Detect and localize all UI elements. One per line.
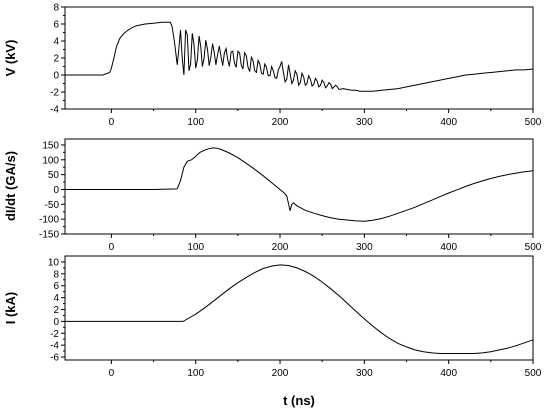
current-y-tick-label: 6: [53, 281, 59, 292]
voltage-y-tick-label: 4: [53, 37, 59, 48]
voltage-y-axis-label: V (kV): [3, 40, 18, 77]
didt-y-tick-label: -50: [45, 200, 60, 211]
current-x-tick-label: 300: [356, 368, 373, 379]
current-trace: [65, 264, 534, 354]
didt-y-axis-label: dI/dt (GA/s): [3, 151, 18, 221]
voltage-y-tick-label: 8: [53, 3, 59, 14]
voltage-trace: [65, 21, 534, 92]
current-y-axis-label: I (kA): [3, 292, 18, 325]
didt-x-tick-label: 0: [109, 242, 115, 253]
voltage-ticks: -4 -2 0 2 4 6 8 0 100 200 300 400 500: [50, 3, 542, 129]
voltage-y-tick-label: -4: [50, 105, 59, 116]
voltage-x-tick-label: 300: [356, 117, 373, 128]
current-x-tick-label: 200: [272, 368, 289, 379]
voltage-x-tick-label: 400: [440, 117, 457, 128]
voltage-plot-frame: [64, 6, 534, 110]
voltage-y-tick-label: 2: [53, 54, 59, 65]
didt-y-tick-label: -150: [39, 230, 59, 241]
current-x-tick-label: 400: [440, 368, 457, 379]
current-y-tick-label: -2: [50, 329, 59, 340]
didt-x-tick-label: 200: [272, 242, 289, 253]
didt-y-tick-label: -100: [39, 215, 59, 226]
didt-x-tick-label: 500: [525, 242, 542, 253]
voltage-y-tick-label: 0: [53, 71, 59, 82]
current-x-tick-label: 100: [187, 368, 204, 379]
didt-plot-frame: [64, 138, 534, 235]
didt-x-tick-label: 100: [187, 242, 204, 253]
didt-y-tick-label: 100: [42, 155, 59, 166]
didt-y-tick-label: 50: [48, 170, 60, 181]
current-y-tick-label: 10: [48, 257, 60, 268]
panel-voltage: -4 -2 0 2 4 6 8 0 100 200 300 400 500 V (kV): [3, 3, 542, 129]
current-plot-frame: [64, 255, 534, 361]
didt-x-tick-label: 400: [440, 242, 457, 253]
current-y-tick-label: 0: [53, 317, 59, 328]
current-x-tick-label: 0: [109, 368, 115, 379]
panel-current-derivative: -150 -100 -50 0 50 100 150 0 100 200 300 400 500 dI/…: [3, 138, 542, 253]
didt-trace: [65, 147, 534, 222]
current-y-tick-label: -6: [50, 353, 59, 364]
didt-y-tick-label: 0: [53, 185, 59, 196]
voltage-x-tick-label: 200: [272, 117, 289, 128]
voltage-x-tick-label: 500: [525, 117, 542, 128]
time-x-axis-label: t (ns): [283, 393, 315, 408]
voltage-y-tick-label: -2: [50, 88, 59, 99]
didt-y-tick-label: 150: [42, 140, 59, 151]
voltage-y-tick-label: 6: [53, 20, 59, 31]
voltage-x-tick-label: 100: [187, 117, 204, 128]
current-y-tick-label: 8: [53, 269, 59, 280]
didt-x-tick-label: 300: [356, 242, 373, 253]
current-y-tick-label: -4: [50, 341, 59, 352]
current-y-tick-label: 2: [53, 305, 59, 316]
didt-ticks: -150 -100 -50 0 50 100 150 0 100 200 300 400 500: [39, 140, 542, 253]
current-y-tick-label: 4: [53, 293, 59, 304]
current-x-tick-label: 500: [525, 368, 542, 379]
voltage-x-tick-label: 0: [109, 117, 115, 128]
